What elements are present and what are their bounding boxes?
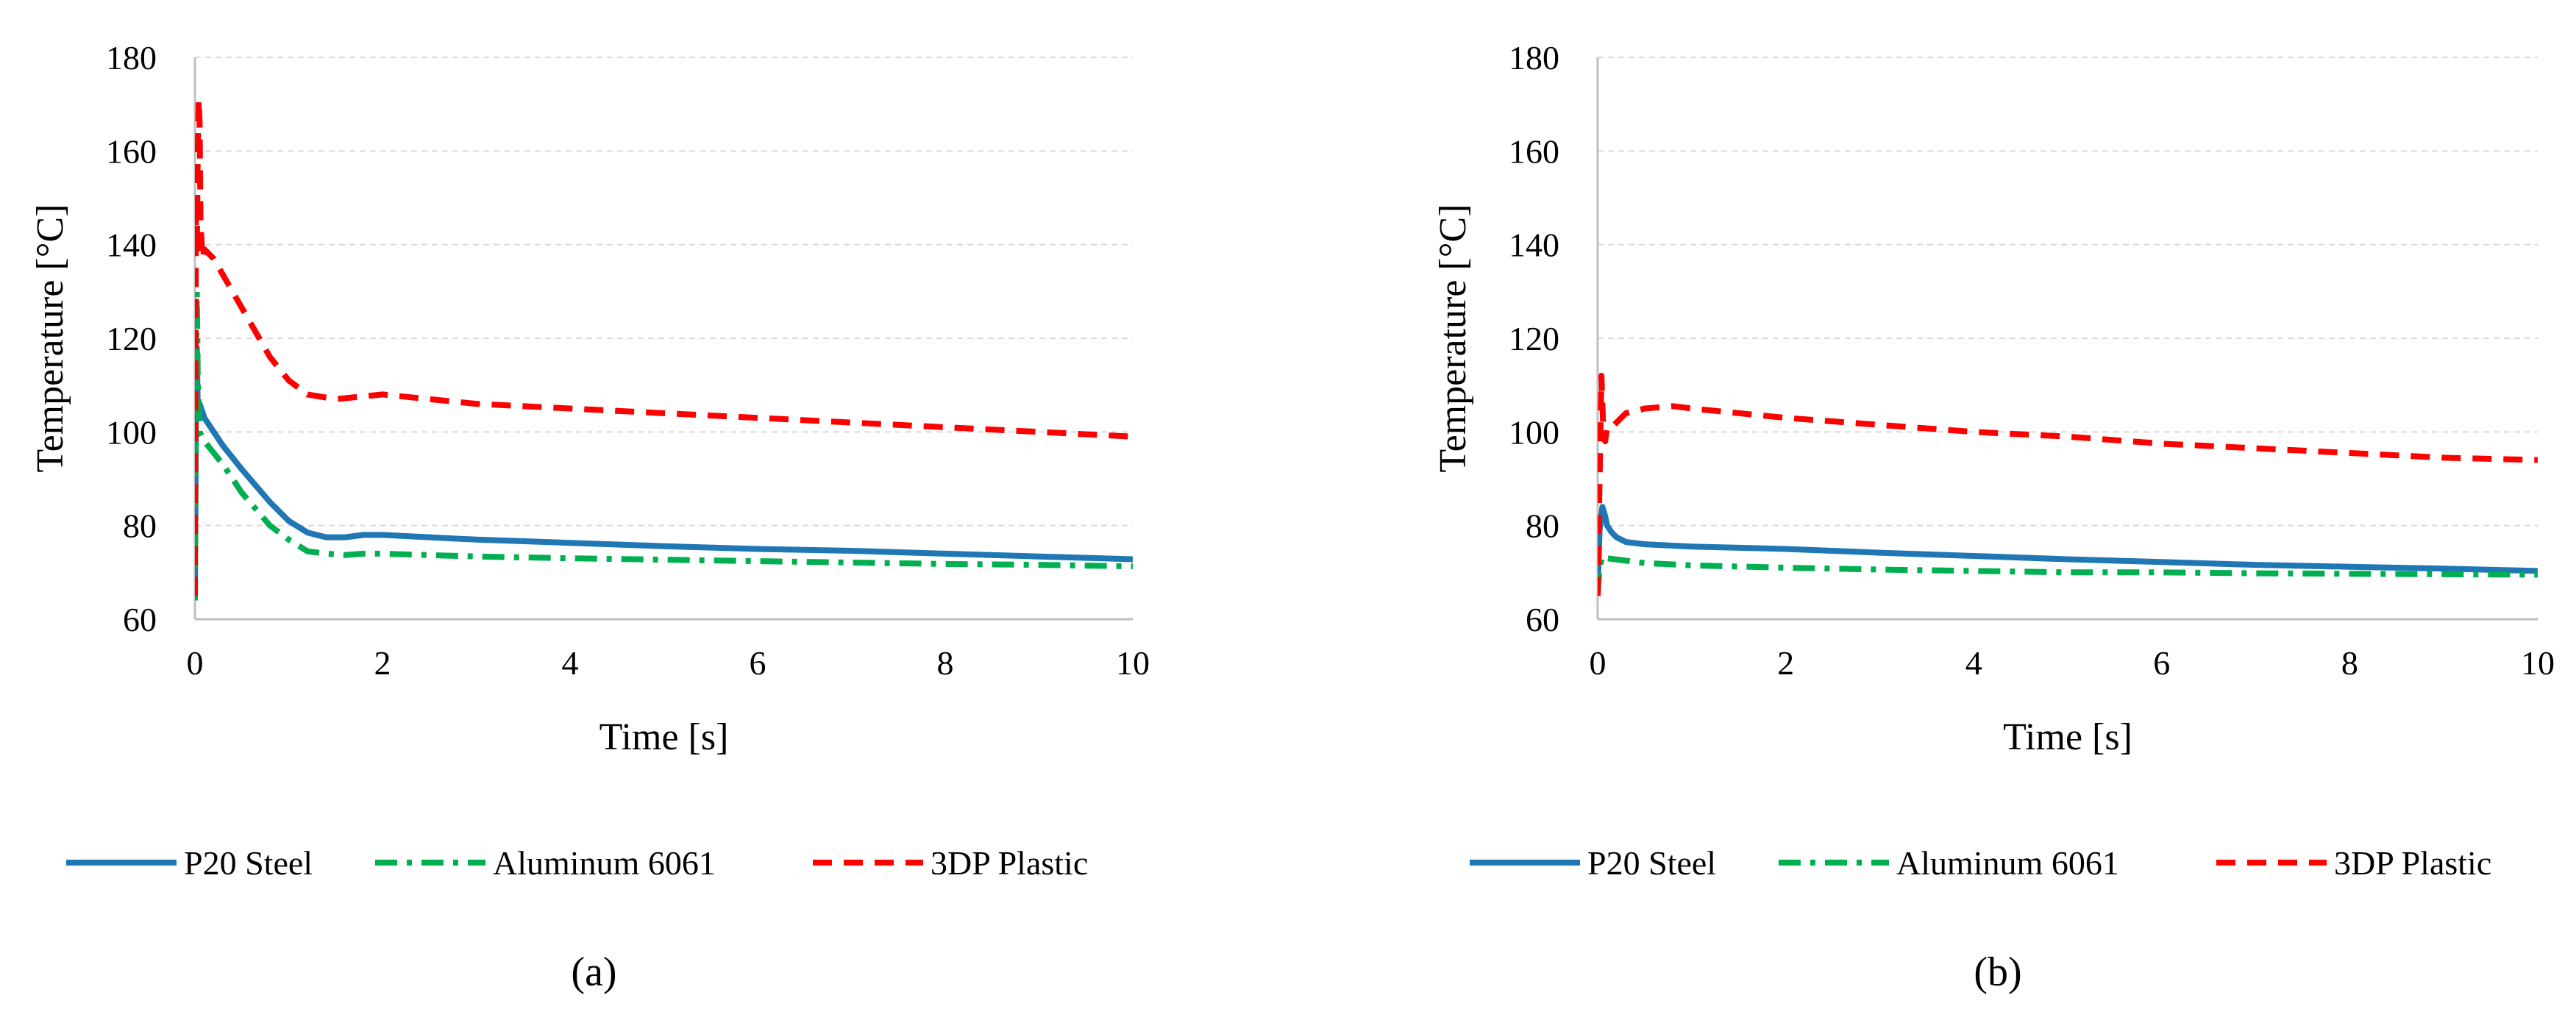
y-tick-label: 180 (1509, 39, 1559, 76)
panel-label: (b) (1974, 949, 2021, 995)
y-tick-label: 100 (106, 413, 157, 451)
y-tick-label: 160 (1509, 132, 1559, 170)
y-tick-label: 160 (106, 132, 157, 170)
y-tick-label: 80 (1526, 507, 1559, 545)
x-tick-label: 8 (2341, 644, 2358, 682)
x-tick-label: 4 (1965, 644, 1982, 682)
x-tick-label: 2 (374, 644, 391, 682)
legend-label: 3DP Plastic (931, 844, 1088, 882)
x-tick-label: 4 (562, 644, 579, 682)
y-tick-label: 140 (1509, 226, 1559, 264)
series-line-aluminum-6061 (195, 288, 1133, 601)
y-axis-title: Temperature [°C] (1432, 204, 1474, 472)
chart-panel-b: 60 80 100 120 140 160 180 0 2 4 6 8 10 Time [s] Temper… (1432, 39, 2555, 995)
series-line-3dp-plastic (195, 96, 1133, 596)
x-axis-title: Time [s] (599, 716, 729, 758)
x-tick-label: 2 (1777, 644, 1794, 682)
y-axis-title: Temperature [°C] (29, 204, 71, 472)
legend-label: 3DP Plastic (2334, 844, 2491, 882)
y-tick-label: 180 (106, 39, 157, 76)
y-tick-label: 80 (123, 507, 157, 545)
series-group (1598, 372, 2538, 596)
x-tick-label: 6 (2153, 644, 2170, 682)
y-tick-label: 120 (1509, 320, 1559, 357)
series-line-p20-steel (195, 344, 1133, 591)
y-tick-label: 140 (106, 226, 157, 264)
x-tick-label: 10 (1116, 644, 1150, 682)
x-tick-label: 8 (937, 644, 954, 682)
panel-label: (a) (571, 949, 616, 995)
legend-label: P20 Steel (1587, 844, 1716, 882)
legend-label: Aluminum 6061 (493, 844, 716, 882)
x-tick-label: 6 (750, 644, 766, 682)
series-line-p20-steel (1598, 504, 2538, 591)
legend: P20 Steel Aluminum 6061 3DP Plastic (1470, 844, 2491, 882)
x-tick-label: 0 (1590, 644, 1607, 682)
legend: P20 Steel Aluminum 6061 3DP Plastic (66, 844, 1088, 882)
series-line-3dp-plastic (1598, 372, 2538, 596)
legend-label: Aluminum 6061 (1896, 844, 2119, 882)
x-tick-label: 10 (2521, 644, 2555, 682)
y-tick-label: 60 (1526, 601, 1559, 638)
chart-panel-a: 60 80 100 120 140 160 180 0 2 4 6 8 10 Time [s] Temper… (29, 39, 1150, 995)
x-tick-label: 0 (187, 644, 204, 682)
legend-label: P20 Steel (184, 844, 313, 882)
y-tick-label: 120 (106, 320, 157, 357)
y-tick-label: 100 (1509, 413, 1559, 451)
x-axis-title: Time [s] (2003, 716, 2132, 758)
series-line-aluminum-6061 (1598, 553, 2538, 596)
y-tick-label: 60 (123, 601, 157, 638)
series-group (195, 96, 1133, 601)
